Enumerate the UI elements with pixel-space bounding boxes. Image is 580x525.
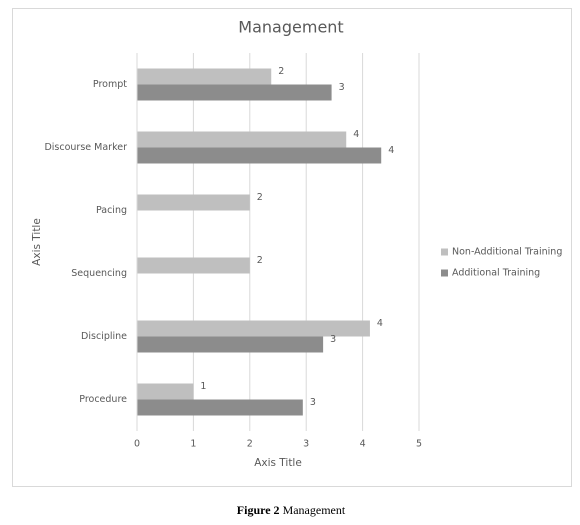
y-tick-label: Discourse Marker bbox=[44, 142, 127, 153]
data-label: 2 bbox=[278, 66, 284, 77]
bar bbox=[137, 194, 250, 211]
bar bbox=[137, 336, 324, 353]
x-tick-label: 4 bbox=[360, 439, 366, 450]
bar bbox=[137, 131, 347, 148]
legend-label: Additional Training bbox=[452, 268, 540, 279]
bar bbox=[137, 383, 194, 400]
data-label: 3 bbox=[330, 334, 336, 345]
x-tick-label: 3 bbox=[303, 439, 309, 450]
y-tick-label: Procedure bbox=[79, 394, 127, 405]
legend-label: Non-Additional Training bbox=[452, 247, 562, 258]
x-axis-title: Axis Title bbox=[254, 457, 302, 469]
y-tick-label: Pacing bbox=[96, 205, 127, 216]
x-tick-label: 2 bbox=[247, 439, 253, 450]
data-label: 4 bbox=[388, 145, 394, 156]
caption: Figure 2 Management bbox=[237, 503, 346, 517]
data-label: 3 bbox=[339, 82, 345, 93]
data-label: 4 bbox=[353, 129, 359, 140]
x-tick-label: 5 bbox=[416, 439, 422, 450]
legend-swatch bbox=[441, 248, 448, 256]
data-label: 2 bbox=[257, 192, 263, 203]
x-tick-label: 1 bbox=[190, 439, 196, 450]
y-tick-label: Discipline bbox=[81, 331, 127, 342]
bar bbox=[137, 84, 332, 101]
caption-text: Management bbox=[283, 503, 346, 517]
bar bbox=[137, 257, 250, 274]
chart-title: Management bbox=[238, 18, 343, 37]
bar bbox=[137, 399, 303, 416]
y-axis-title: Axis Title bbox=[31, 218, 43, 266]
data-label: 1 bbox=[200, 381, 206, 392]
x-tick-label: 0 bbox=[134, 439, 140, 450]
y-tick-label: Sequencing bbox=[71, 268, 127, 279]
bar bbox=[137, 147, 382, 164]
bar bbox=[137, 320, 370, 337]
legend-swatch bbox=[441, 269, 448, 277]
data-label: 4 bbox=[377, 318, 383, 329]
data-label: 3 bbox=[310, 397, 316, 408]
caption-label: Figure 2 bbox=[237, 503, 280, 517]
y-tick-label: Prompt bbox=[93, 79, 127, 90]
bar bbox=[137, 68, 272, 85]
data-label: 2 bbox=[257, 255, 263, 266]
